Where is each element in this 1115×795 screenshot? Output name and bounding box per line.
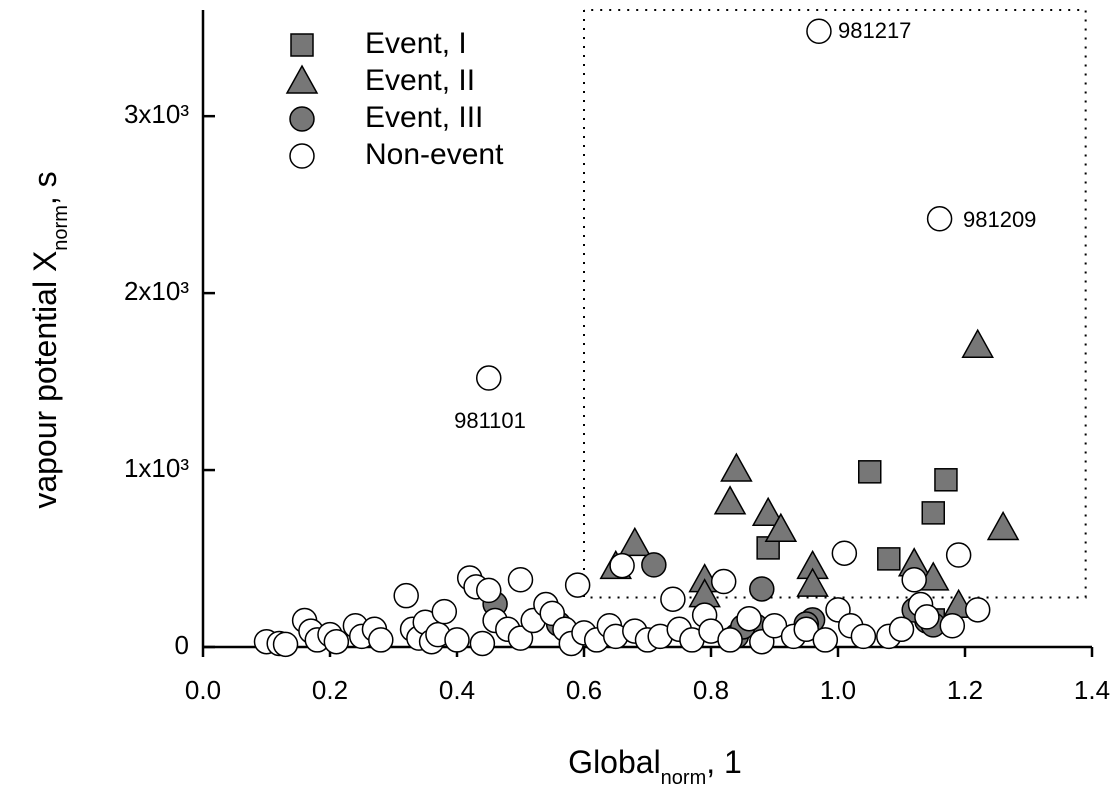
point: [609, 552, 635, 579]
point: [914, 604, 940, 630]
point: [713, 485, 747, 515]
point: [323, 628, 350, 655]
point: [710, 568, 737, 595]
point: [749, 576, 775, 602]
y-tick-label: 1x10³: [124, 453, 189, 483]
x-label-main: Global: [568, 744, 661, 780]
point: [393, 582, 419, 609]
point: [926, 206, 953, 232]
point: [934, 468, 958, 492]
point: [796, 567, 829, 597]
point: [444, 627, 470, 653]
y-tick-label: 3x10³: [124, 99, 189, 129]
annotation: 981217: [838, 18, 911, 43]
x-tick-label: 0.4: [439, 675, 475, 705]
point: [469, 630, 496, 657]
y-tick-label: 0: [175, 630, 189, 660]
point: [564, 572, 591, 598]
x-tick-label: 1.4: [1074, 675, 1110, 705]
point: [720, 452, 753, 482]
y-label-main: vapour potential X: [27, 251, 63, 509]
legend-marker: [289, 106, 315, 132]
point: [368, 627, 394, 653]
point: [877, 547, 901, 571]
point: [507, 625, 534, 651]
legend-label: Non-event: [365, 138, 504, 171]
point: [901, 567, 927, 593]
legend-marker: [289, 143, 315, 169]
point: [812, 627, 839, 653]
annotation: 981101: [454, 408, 526, 433]
point: [476, 365, 502, 391]
point: [986, 510, 1020, 541]
point: [858, 460, 882, 484]
y-axis-label: vapour potential Xnorm, s: [27, 171, 72, 508]
x-axis-label: Globalnorm, 1: [568, 744, 742, 789]
point: [618, 526, 652, 557]
x-tick-label: 1.0: [820, 675, 856, 705]
point: [641, 552, 667, 578]
x-tick-label: 1.2: [947, 675, 983, 705]
point: [476, 577, 502, 604]
point: [660, 586, 686, 612]
y-tick-label: 2x10³: [124, 276, 189, 306]
x-tick-label: 0.0: [185, 675, 221, 705]
point: [939, 613, 966, 639]
x-tick-label: 0.2: [312, 675, 348, 705]
legend-label: Event, III: [365, 101, 483, 134]
y-label-rest: , s: [27, 171, 63, 205]
x-label-sub: norm: [661, 767, 707, 789]
legend-label: Event, I: [365, 27, 467, 60]
legend-marker: [285, 64, 319, 94]
point: [717, 627, 743, 653]
x-tick-label: 0.6: [566, 675, 602, 705]
point: [751, 496, 785, 527]
annotation: 981209: [963, 207, 1036, 232]
point: [831, 540, 858, 566]
legend-label: Event, II: [365, 64, 475, 97]
y-label-sub: norm: [50, 205, 72, 251]
point: [850, 623, 877, 650]
point: [764, 512, 798, 542]
point: [272, 631, 299, 658]
point: [945, 542, 972, 568]
threshold-box: [583, 9, 1087, 599]
point: [964, 597, 991, 623]
point: [888, 616, 915, 643]
point: [736, 605, 762, 632]
legend-marker: [290, 33, 314, 57]
point: [921, 501, 945, 525]
point: [507, 567, 534, 593]
point: [806, 18, 832, 44]
point: [961, 328, 994, 358]
x-tick-label: 0.8: [693, 675, 729, 705]
point: [431, 598, 458, 625]
x-label-rest: , 1: [706, 744, 742, 780]
